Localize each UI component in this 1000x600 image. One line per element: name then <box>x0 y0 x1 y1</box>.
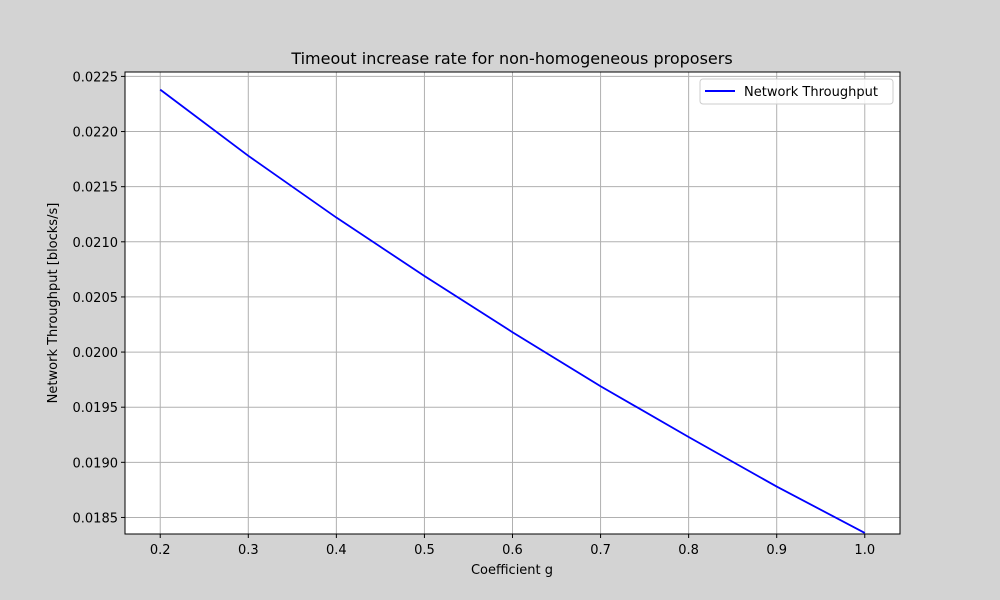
x-tick-label: 0.8 <box>678 543 699 558</box>
x-tick-label: 1.0 <box>854 543 875 558</box>
y-tick-label: 0.0185 <box>73 511 119 526</box>
y-tick-label: 0.0190 <box>73 456 119 471</box>
x-axis-label: Coefficient g <box>471 563 553 578</box>
y-axis-label: Network Throughput [blocks/s] <box>46 203 61 404</box>
legend-label: Network Throughput <box>744 85 878 100</box>
x-tick-label: 0.9 <box>766 543 787 558</box>
y-tick-label: 0.0200 <box>73 346 119 361</box>
x-tick-label: 0.2 <box>150 543 171 558</box>
x-tick-label: 0.3 <box>238 543 259 558</box>
series-line-network-throughput <box>159 88 866 534</box>
y-tick-label: 0.0210 <box>73 236 119 251</box>
y-tick-label: 0.0195 <box>73 401 119 416</box>
x-tick-label: 0.7 <box>590 543 611 558</box>
x-axis-ticks: 0.2 0.3 0.4 0.5 0.6 0.7 0.8 0.9 1.0 <box>150 534 875 558</box>
legend-box <box>699 78 894 105</box>
y-tick-label: 0.0220 <box>73 126 119 141</box>
x-tick-label: 0.4 <box>326 543 347 558</box>
y-tick-label: 0.0215 <box>73 181 119 196</box>
grid-layer <box>125 72 900 534</box>
y-tick-label: 0.0225 <box>73 70 119 85</box>
legend: Network Throughput <box>699 78 894 105</box>
x-tick-label: 0.6 <box>502 543 523 558</box>
y-axis-ticks: 0.0185 0.0190 0.0195 0.0200 0.0205 0.0210 0.02… <box>73 70 125 526</box>
series-layer <box>159 88 866 534</box>
x-tick-label: 0.5 <box>414 543 435 558</box>
chart-title: Timeout increase rate for non-homogeneou… <box>290 49 732 68</box>
y-tick-label: 0.0205 <box>73 291 119 306</box>
